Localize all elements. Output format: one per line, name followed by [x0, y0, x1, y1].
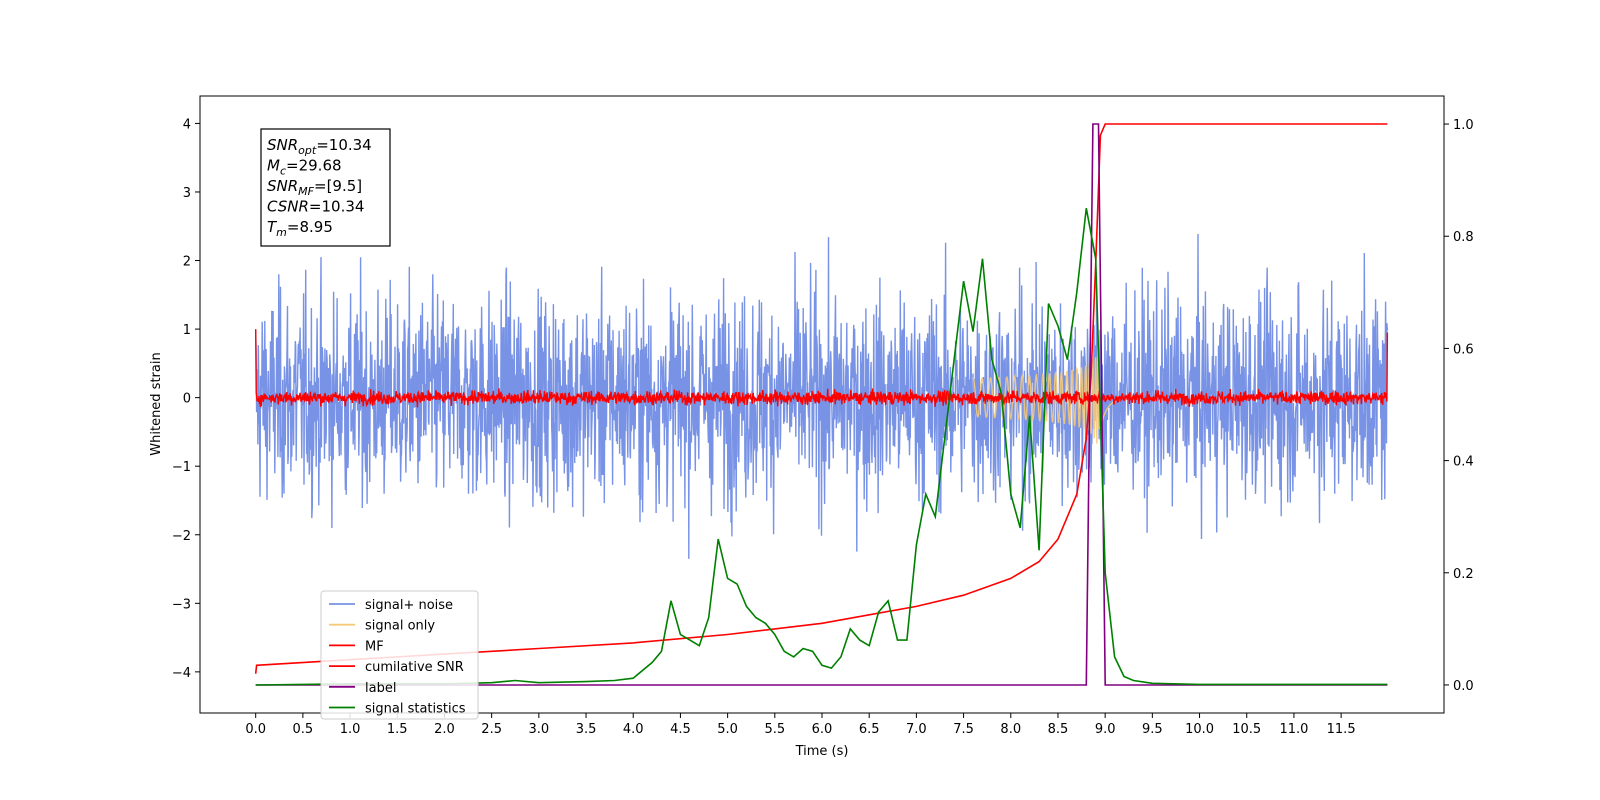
y2-tick-label: 0.2	[1453, 567, 1474, 582]
legend-label: signal statistics	[365, 702, 466, 717]
y2-tick-label: 0.4	[1453, 455, 1474, 470]
y-tick-label: 0	[183, 392, 191, 407]
x-tick-label: 2.5	[481, 722, 502, 737]
metrics-annotation-box: SNRopt=10.34Mc=29.68SNRMF=[9.5]CSNR=10.3…	[260, 128, 391, 247]
annotation-line: CSNR=10.34	[267, 198, 364, 216]
legend-label: signal only	[365, 619, 435, 634]
annotation-line: Tm=8.95	[267, 218, 333, 239]
x-tick-label: 11.5	[1327, 722, 1356, 737]
y-tick-label: −2	[172, 529, 191, 544]
x-tick-label: 9.5	[1142, 722, 1163, 737]
x-tick-label: 0.0	[245, 722, 266, 737]
y-tick-label: 2	[183, 255, 191, 270]
x-tick-label: 1.5	[387, 722, 408, 737]
y2-tick-label: 0.8	[1453, 230, 1474, 245]
x-tick-label: 3.5	[576, 722, 597, 737]
y-axis-title: Whitened strain	[149, 352, 164, 455]
legend-label: signal+ noise	[365, 598, 453, 613]
x-tick-label: 6.0	[812, 722, 833, 737]
series-signal-statistics	[255, 208, 1388, 686]
annotation-line: Mc=29.68	[267, 157, 342, 178]
x-tick-label: 7.0	[906, 722, 927, 737]
x-tick-label: 10.5	[1232, 722, 1261, 737]
x-tick-label: 2.0	[434, 722, 455, 737]
x-tick-label: 0.5	[293, 722, 314, 737]
y-tick-label: −4	[172, 666, 191, 681]
x-tick-label: 9.0	[1095, 722, 1116, 737]
annotation-frame	[260, 128, 391, 247]
series-signal-only	[972, 348, 1120, 444]
x-tick-label: 8.5	[1048, 722, 1069, 737]
annotation-line: SNRopt=10.34	[267, 136, 372, 157]
x-tick-label: 11.0	[1279, 722, 1308, 737]
x-tick-label: 8.0	[1000, 722, 1021, 737]
legend-label: cumilative SNR	[365, 660, 464, 675]
x-tick-label: 4.0	[623, 722, 644, 737]
x-tick-label: 5.5	[764, 722, 785, 737]
x-tick-label: 10.0	[1185, 722, 1214, 737]
x-axis-title: Time (s)	[795, 744, 849, 759]
legend: signal+ noise signal only MF cumilative SNR…	[320, 590, 479, 720]
series-mf	[255, 329, 1389, 408]
x-tick-label: 1.0	[340, 722, 361, 737]
y2-tick-label: 1.0	[1453, 118, 1474, 133]
x-tick-label: 4.5	[670, 722, 691, 737]
y-tick-label: 4	[183, 117, 191, 132]
x-tick-label: 7.5	[953, 722, 974, 737]
legend-frame	[320, 590, 479, 720]
series-signal-noise	[255, 233, 1389, 559]
annotation-line: SNRMF=[9.5]	[267, 177, 362, 198]
x-tick-label: 5.0	[717, 722, 738, 737]
y2-tick-label: 0.6	[1453, 342, 1474, 357]
y-tick-label: −1	[172, 460, 191, 475]
y-tick-label: −3	[172, 597, 191, 612]
y-tick-label: 3	[183, 186, 191, 201]
x-tick-label: 6.5	[859, 722, 880, 737]
y-tick-label: 1	[183, 323, 191, 338]
series-cumulative-snr	[254, 123, 1388, 674]
legend-label: MF	[365, 639, 384, 654]
x-tick-label: 3.0	[528, 722, 549, 737]
y2-tick-label: 0.0	[1453, 679, 1474, 694]
legend-label: label	[365, 681, 396, 696]
series-label	[255, 123, 1388, 686]
